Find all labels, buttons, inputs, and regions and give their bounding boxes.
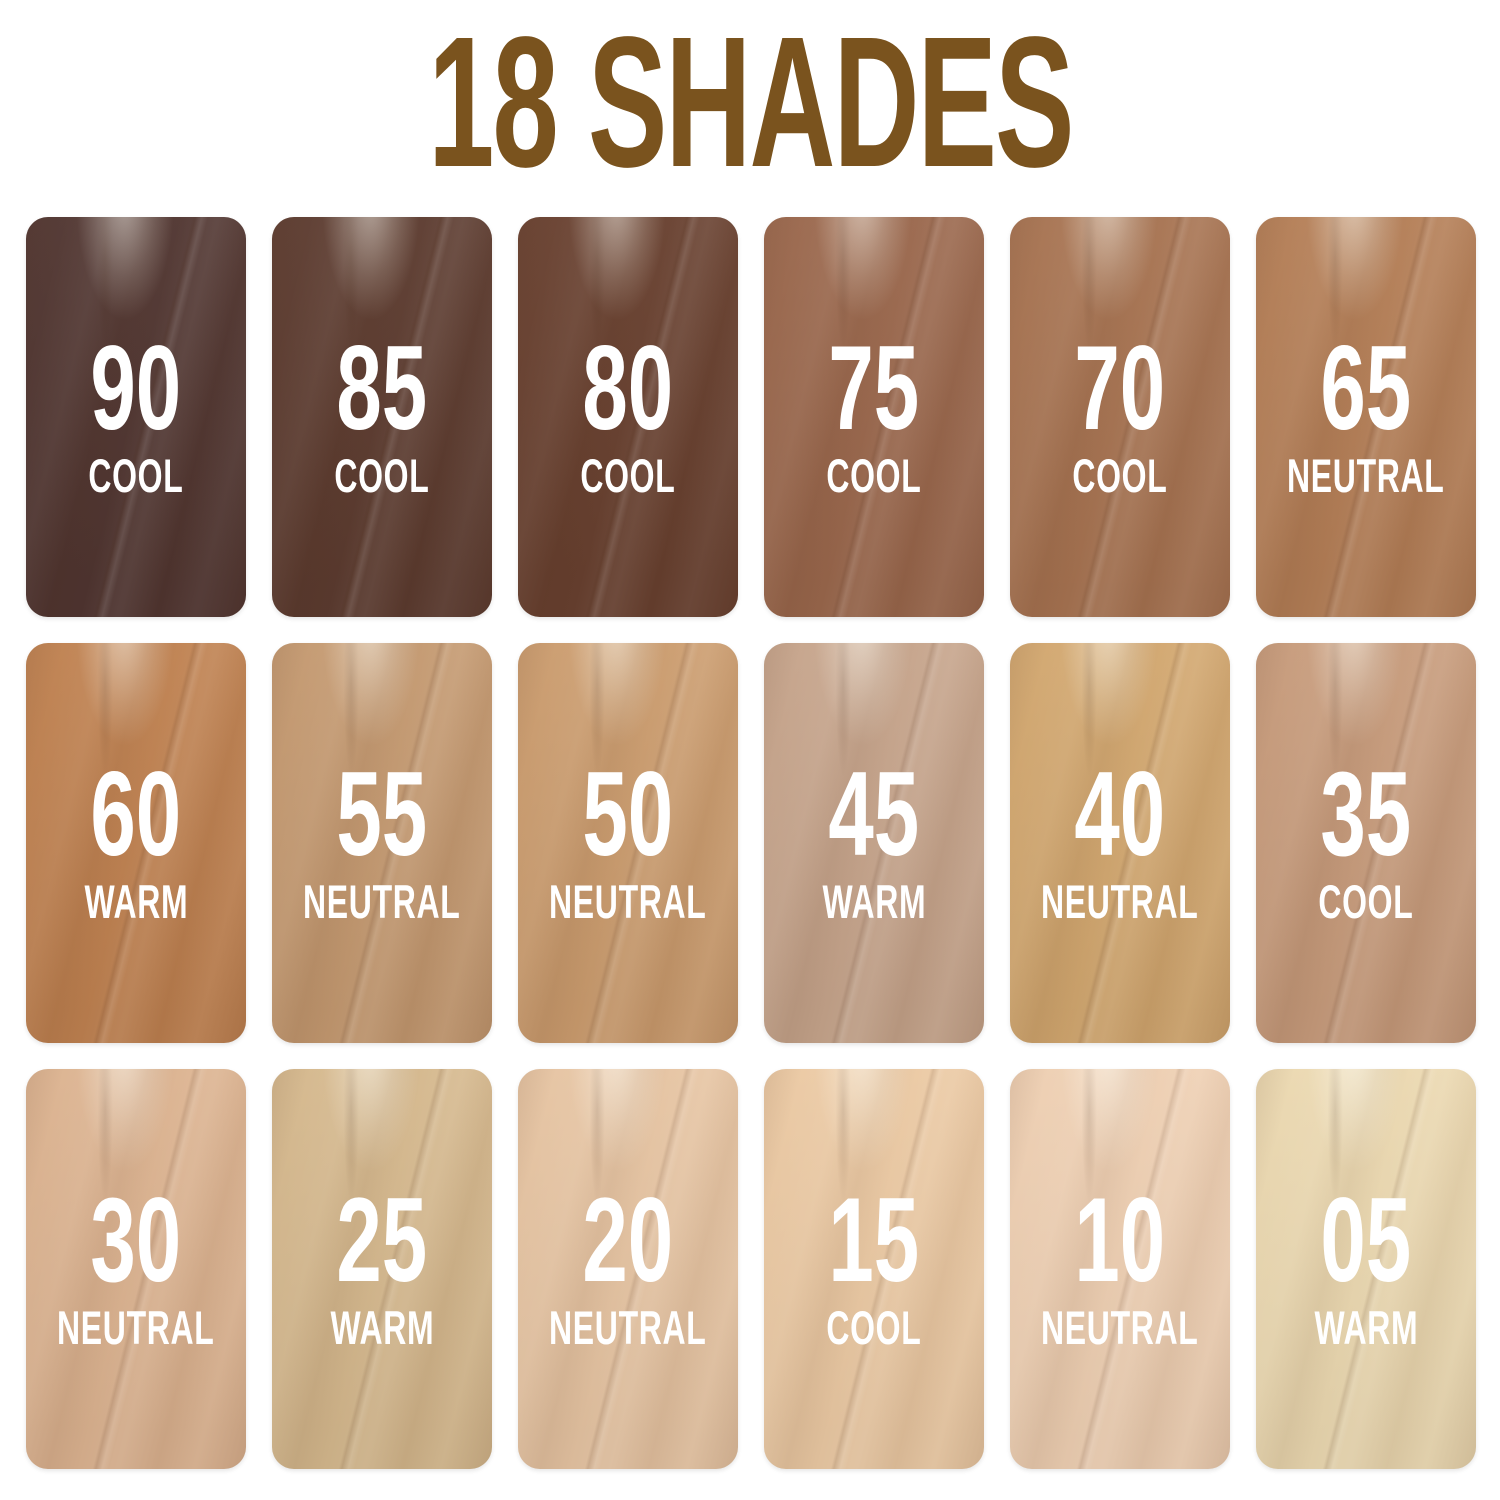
shade-card-85-cool: 85 COOL — [272, 217, 492, 617]
shade-labels: 70 COOL — [1010, 217, 1230, 617]
shade-number: 85 — [336, 320, 428, 455]
shade-number: 10 — [1074, 1172, 1166, 1307]
shade-undertone: NEUTRAL — [549, 874, 707, 928]
shade-card-40-neutral: 40 NEUTRAL — [1010, 643, 1230, 1043]
cream-swatch-texture — [518, 217, 738, 617]
shade-undertone: COOL — [580, 448, 676, 502]
cream-swatch-texture — [272, 643, 492, 1043]
shade-undertone: COOL — [826, 448, 922, 502]
shade-labels: 50 NEUTRAL — [518, 643, 738, 1043]
shade-undertone: NEUTRAL — [1041, 1300, 1199, 1354]
shade-number: 75 — [828, 320, 920, 455]
shade-card-75-cool: 75 COOL — [764, 217, 984, 617]
cream-swatch-texture — [1010, 217, 1230, 617]
shade-undertone: WARM — [84, 874, 188, 928]
cream-swatch-texture — [518, 643, 738, 1043]
shade-number: 70 — [1074, 320, 1166, 455]
shade-card-05-warm: 05 WARM — [1256, 1069, 1476, 1469]
shade-card-90-cool: 90 COOL — [26, 217, 246, 617]
shade-number: 80 — [582, 320, 674, 455]
cream-swatch-texture — [1010, 643, 1230, 1043]
shade-number: 45 — [828, 746, 920, 881]
shade-undertone: WARM — [1314, 1300, 1418, 1354]
cream-swatch-texture — [1256, 1069, 1476, 1469]
shade-number: 35 — [1320, 746, 1412, 881]
shade-undertone: NEUTRAL — [57, 1300, 215, 1354]
shade-labels: 55 NEUTRAL — [272, 643, 492, 1043]
cream-swatch-texture — [518, 1069, 738, 1469]
shade-labels: 25 WARM — [272, 1069, 492, 1469]
shade-undertone: COOL — [1072, 448, 1168, 502]
shade-labels: 10 NEUTRAL — [1010, 1069, 1230, 1469]
shade-number: 20 — [582, 1172, 674, 1307]
shade-labels: 75 COOL — [764, 217, 984, 617]
shade-card-10-neutral: 10 NEUTRAL — [1010, 1069, 1230, 1469]
shade-card-70-cool: 70 COOL — [1010, 217, 1230, 617]
shade-number: 30 — [90, 1172, 182, 1307]
cream-swatch-texture — [764, 1069, 984, 1469]
shade-labels: 60 WARM — [26, 643, 246, 1043]
shade-number: 90 — [90, 320, 182, 455]
page-title: 18 SHADES — [427, 0, 1074, 206]
shade-number: 60 — [90, 746, 182, 881]
shade-labels: 30 NEUTRAL — [26, 1069, 246, 1469]
shade-labels: 05 WARM — [1256, 1069, 1476, 1469]
shade-undertone: COOL — [1318, 874, 1414, 928]
shade-undertone: COOL — [334, 448, 430, 502]
shade-grid: 90 COOL 85 COOL 80 COOL 75 COOL 70 COOL — [26, 217, 1476, 1469]
shade-labels: 20 NEUTRAL — [518, 1069, 738, 1469]
shade-number: 40 — [1074, 746, 1166, 881]
shade-number: 15 — [828, 1172, 920, 1307]
shade-card-50-neutral: 50 NEUTRAL — [518, 643, 738, 1043]
shade-undertone: COOL — [88, 448, 184, 502]
title-area: 18 SHADES — [0, 0, 1500, 217]
shade-card-45-warm: 45 WARM — [764, 643, 984, 1043]
shade-card-20-neutral: 20 NEUTRAL — [518, 1069, 738, 1469]
shade-number: 55 — [336, 746, 428, 881]
cream-swatch-texture — [26, 1069, 246, 1469]
shade-labels: 65 NEUTRAL — [1256, 217, 1476, 617]
shade-number: 05 — [1320, 1172, 1412, 1307]
cream-swatch-texture — [272, 217, 492, 617]
shade-undertone: NEUTRAL — [1041, 874, 1199, 928]
shade-labels: 40 NEUTRAL — [1010, 643, 1230, 1043]
shade-undertone: NEUTRAL — [1287, 448, 1445, 502]
shade-card-25-warm: 25 WARM — [272, 1069, 492, 1469]
shade-labels: 35 COOL — [1256, 643, 1476, 1043]
shade-card-60-warm: 60 WARM — [26, 643, 246, 1043]
shade-undertone: WARM — [822, 874, 926, 928]
shade-card-55-neutral: 55 NEUTRAL — [272, 643, 492, 1043]
shade-labels: 15 COOL — [764, 1069, 984, 1469]
cream-swatch-texture — [764, 217, 984, 617]
cream-swatch-texture — [26, 643, 246, 1043]
shade-card-80-cool: 80 COOL — [518, 217, 738, 617]
shade-card-65-neutral: 65 NEUTRAL — [1256, 217, 1476, 617]
cream-swatch-texture — [272, 1069, 492, 1469]
shade-labels: 85 COOL — [272, 217, 492, 617]
shade-undertone: NEUTRAL — [549, 1300, 707, 1354]
shade-labels: 45 WARM — [764, 643, 984, 1043]
shade-card-30-neutral: 30 NEUTRAL — [26, 1069, 246, 1469]
shade-undertone: COOL — [826, 1300, 922, 1354]
shade-undertone: WARM — [330, 1300, 434, 1354]
shade-card-35-cool: 35 COOL — [1256, 643, 1476, 1043]
shade-undertone: NEUTRAL — [303, 874, 461, 928]
cream-swatch-texture — [1256, 217, 1476, 617]
cream-swatch-texture — [1256, 643, 1476, 1043]
cream-swatch-texture — [764, 643, 984, 1043]
shade-labels: 80 COOL — [518, 217, 738, 617]
shade-number: 50 — [582, 746, 674, 881]
cream-swatch-texture — [1010, 1069, 1230, 1469]
shade-labels: 90 COOL — [26, 217, 246, 617]
shade-card-15-cool: 15 COOL — [764, 1069, 984, 1469]
cream-swatch-texture — [26, 217, 246, 617]
shade-number: 65 — [1320, 320, 1412, 455]
shade-number: 25 — [336, 1172, 428, 1307]
